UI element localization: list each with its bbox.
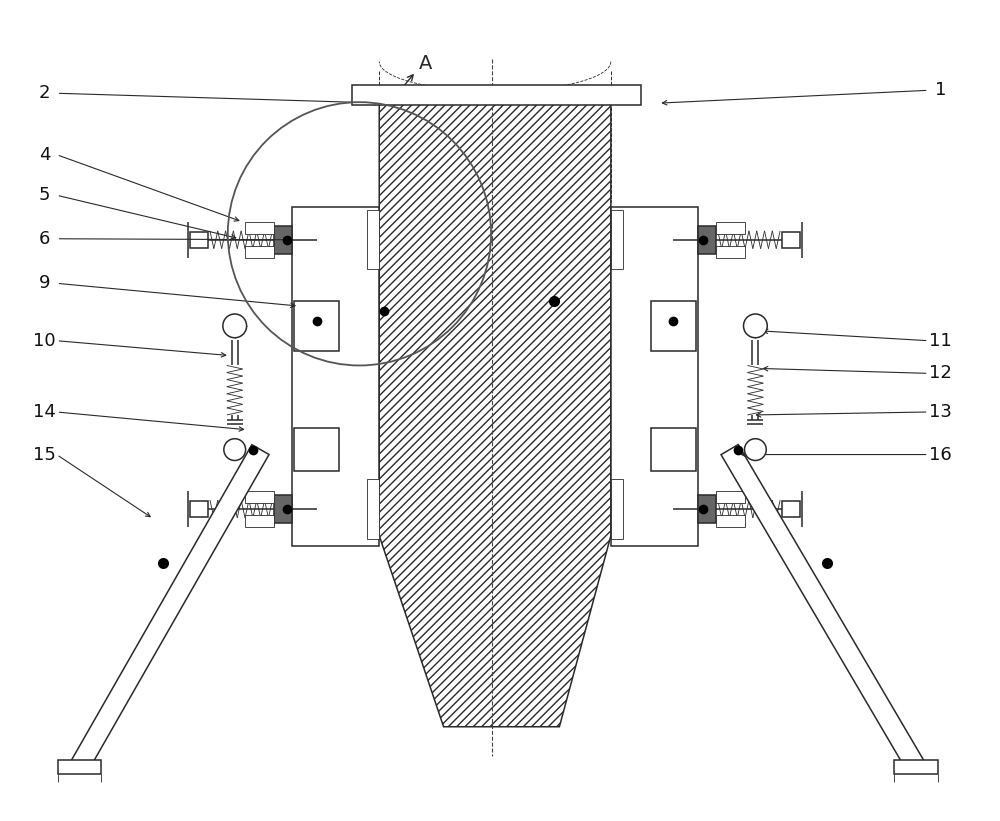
Bar xyxy=(782,232,800,248)
Bar xyxy=(367,479,379,539)
Bar xyxy=(716,222,745,234)
Bar xyxy=(716,245,745,258)
Text: 9: 9 xyxy=(39,274,50,292)
Bar xyxy=(190,232,208,248)
Text: 2: 2 xyxy=(39,85,50,103)
Bar xyxy=(352,85,641,105)
Bar xyxy=(292,207,379,546)
Text: 16: 16 xyxy=(929,446,952,464)
Circle shape xyxy=(223,314,247,337)
Text: 11: 11 xyxy=(929,332,952,350)
Bar xyxy=(651,301,696,351)
Bar xyxy=(245,491,274,503)
Bar xyxy=(782,501,800,517)
Text: 14: 14 xyxy=(33,403,56,421)
Bar xyxy=(245,222,274,234)
Bar xyxy=(611,210,623,269)
Bar xyxy=(367,210,379,269)
Circle shape xyxy=(744,314,767,337)
Text: 15: 15 xyxy=(33,446,56,464)
Bar xyxy=(245,515,274,527)
Text: 5: 5 xyxy=(39,186,50,204)
Bar xyxy=(245,245,274,258)
Text: 10: 10 xyxy=(33,332,56,350)
Bar xyxy=(611,207,698,546)
Text: 1: 1 xyxy=(935,81,946,99)
Text: 4: 4 xyxy=(39,145,50,163)
Bar xyxy=(58,760,101,774)
Polygon shape xyxy=(71,445,269,771)
Bar xyxy=(294,301,339,351)
Polygon shape xyxy=(721,444,924,772)
Text: A: A xyxy=(419,54,432,73)
Bar xyxy=(716,491,745,503)
Text: 13: 13 xyxy=(929,403,952,421)
Bar xyxy=(274,226,292,254)
Bar xyxy=(894,760,938,774)
Bar xyxy=(698,495,716,523)
Bar xyxy=(294,428,339,471)
Bar xyxy=(698,226,716,254)
Circle shape xyxy=(224,438,246,461)
Bar xyxy=(611,479,623,539)
Text: 6: 6 xyxy=(39,230,50,248)
Circle shape xyxy=(744,438,766,461)
Polygon shape xyxy=(379,91,611,727)
Bar xyxy=(651,428,696,471)
Bar xyxy=(716,515,745,527)
Text: 12: 12 xyxy=(929,365,952,383)
Bar xyxy=(274,495,292,523)
Bar xyxy=(190,501,208,517)
